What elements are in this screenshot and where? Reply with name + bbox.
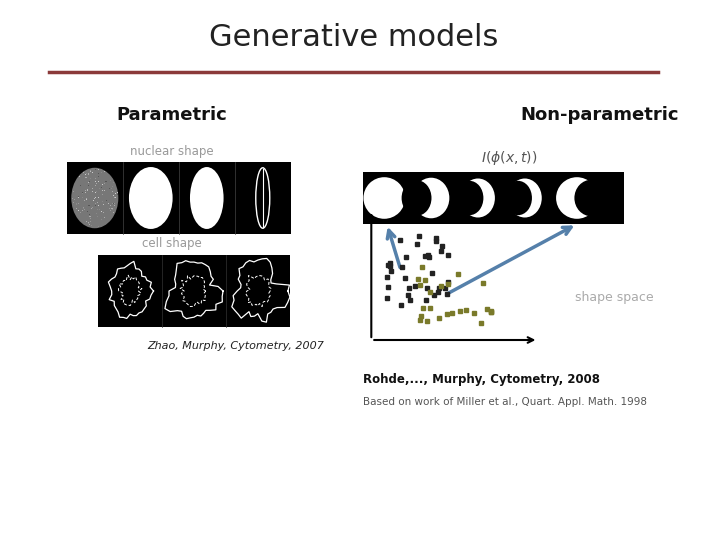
Text: Zhao, Murphy, Cytometry, 2007: Zhao, Murphy, Cytometry, 2007 (148, 341, 324, 351)
Text: shape space: shape space (575, 292, 653, 305)
Ellipse shape (413, 178, 449, 218)
Text: Parametric: Parametric (117, 106, 228, 124)
Bar (67, 162, 291, 234)
Ellipse shape (456, 181, 483, 215)
Ellipse shape (556, 177, 598, 219)
Ellipse shape (461, 179, 495, 218)
Ellipse shape (402, 180, 431, 216)
Text: Generative models: Generative models (209, 24, 498, 52)
Text: cell shape: cell shape (142, 238, 202, 251)
Ellipse shape (364, 177, 405, 219)
Ellipse shape (190, 167, 224, 229)
Ellipse shape (508, 179, 541, 218)
Bar (98, 255, 289, 327)
Ellipse shape (129, 167, 173, 229)
Text: Non-parametric: Non-parametric (521, 106, 679, 124)
Text: $I(\phi(x,t))$: $I(\phi(x,t))$ (482, 149, 538, 167)
Ellipse shape (504, 181, 532, 215)
Text: Rohde,..., Murphy, Cytometry, 2008: Rohde,..., Murphy, Cytometry, 2008 (364, 374, 600, 387)
Bar (364, 172, 624, 224)
Text: Based on work of Miller et al., Quart. Appl. Math. 1998: Based on work of Miller et al., Quart. A… (364, 397, 647, 407)
Ellipse shape (575, 180, 608, 217)
Text: nuclear shape: nuclear shape (130, 145, 214, 159)
Ellipse shape (71, 168, 118, 228)
